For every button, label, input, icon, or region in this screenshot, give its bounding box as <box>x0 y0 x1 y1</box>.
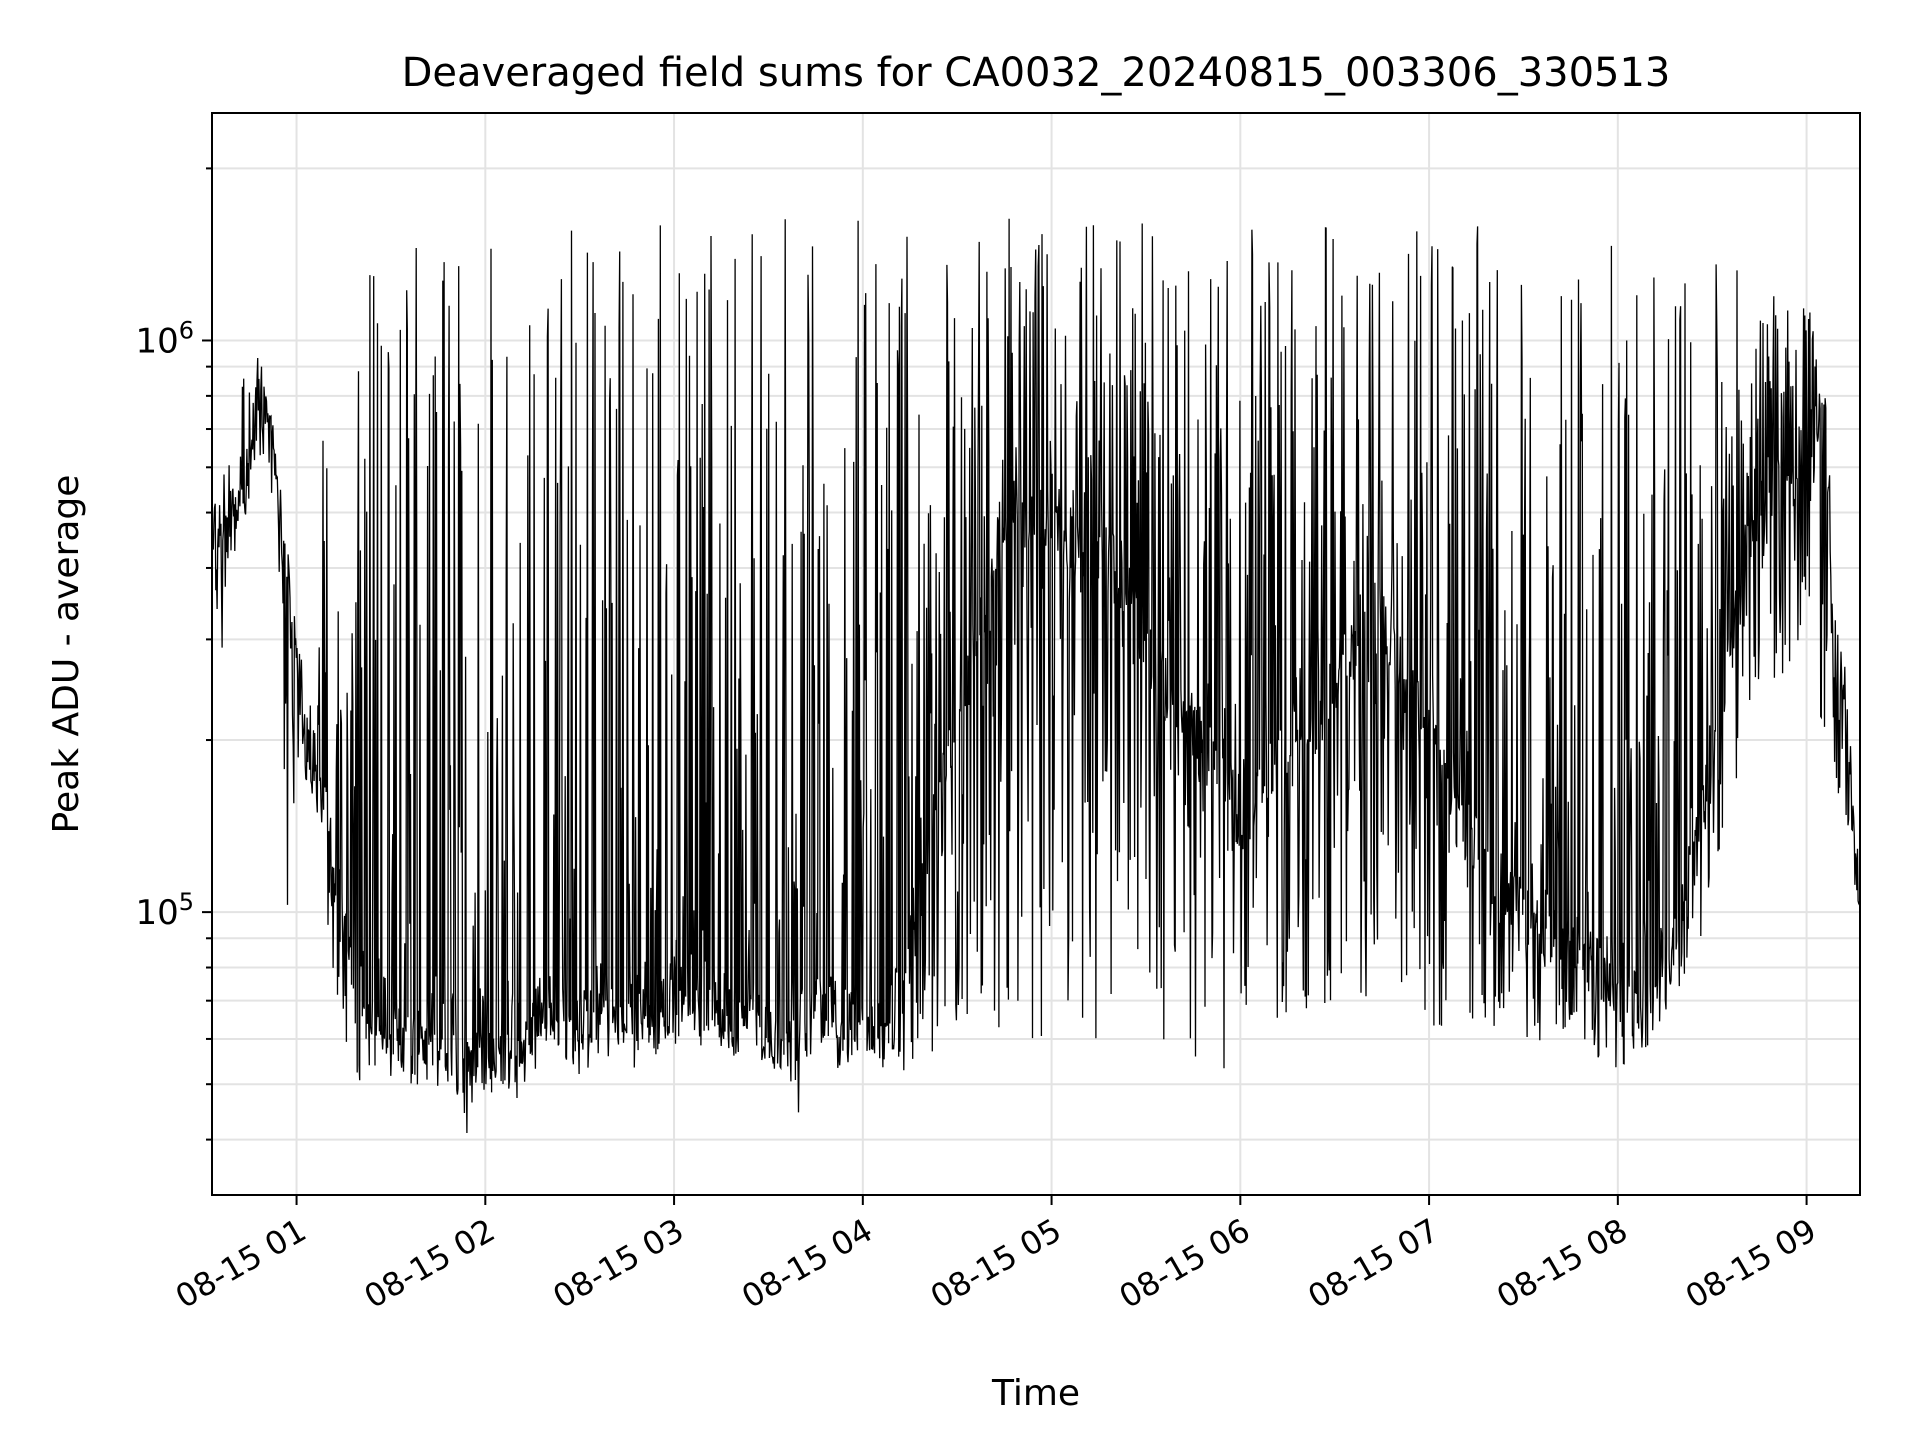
x-tick-label: 08-15 05 <box>924 1211 1068 1316</box>
y-tick-label: 105 <box>135 888 194 933</box>
x-tick-label: 08-15 08 <box>1490 1211 1634 1316</box>
x-tick-label: 08-15 03 <box>546 1211 690 1316</box>
x-tick-label: 08-15 07 <box>1301 1211 1445 1316</box>
chart-title: Deaveraged field sums for CA0032_2024081… <box>402 50 1671 96</box>
x-tick-label: 08-15 04 <box>735 1211 879 1316</box>
series-line-peak-adu <box>211 218 1861 1134</box>
x-tick-label: 08-15 01 <box>169 1211 313 1316</box>
plot-frame <box>211 112 1861 1196</box>
y-tick-label: 106 <box>135 316 194 361</box>
x-tick-label: 08-15 06 <box>1113 1211 1257 1316</box>
y-axis-label: Peak ADU - average <box>46 475 87 834</box>
data-series <box>211 218 1861 1134</box>
x-axis-label: Time <box>991 1373 1080 1414</box>
x-tick-label: 08-15 09 <box>1679 1211 1823 1316</box>
x-tick-label: 08-15 02 <box>358 1211 502 1316</box>
